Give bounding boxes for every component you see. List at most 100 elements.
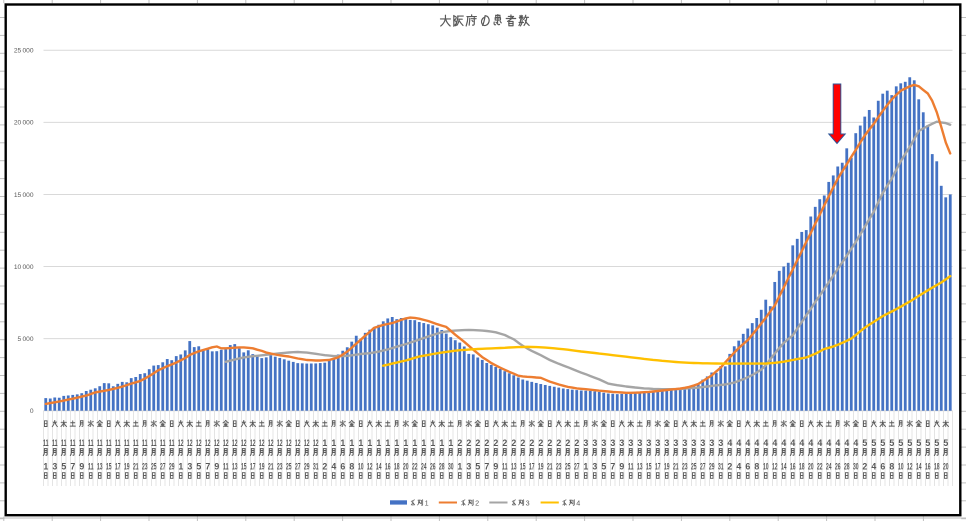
svg-text:12: 12 [205,438,211,448]
svg-text:16: 16 [925,462,931,472]
svg-text:5: 5 [61,462,66,472]
svg-text:25: 25 [691,462,697,472]
svg-text:25: 25 [565,462,571,472]
svg-text:20: 20 [808,462,814,472]
svg-text:11: 11 [628,462,634,472]
svg-text:22: 22 [412,462,418,472]
svg-text:24: 24 [826,462,832,472]
svg-text:23: 23 [682,462,688,472]
svg-text:23: 23 [277,462,283,472]
svg-text:12: 12 [772,462,778,472]
svg-text:5: 5 [907,438,912,448]
svg-text:11: 11 [88,438,94,448]
svg-text:5: 5 [898,438,903,448]
svg-text:2: 2 [322,462,327,472]
svg-text:4: 4 [772,438,777,448]
svg-text:27: 27 [295,462,301,472]
svg-text:30: 30 [853,462,859,472]
svg-text:12: 12 [304,438,310,448]
svg-text:3: 3 [646,438,651,448]
svg-text:20: 20 [403,462,409,472]
svg-text:25 000: 25 000 [14,48,34,55]
svg-text:12: 12 [367,462,373,472]
svg-text:1: 1 [583,462,588,472]
svg-text:15: 15 [520,462,526,472]
svg-text:31: 31 [313,462,319,472]
svg-text:14: 14 [781,462,787,472]
svg-text:26: 26 [835,462,841,472]
svg-text:18: 18 [799,462,805,472]
svg-text:2: 2 [511,438,516,448]
svg-text:3: 3 [187,462,192,472]
svg-text:29: 29 [304,462,310,472]
svg-text:2: 2 [493,438,498,448]
svg-text:3: 3 [601,438,606,448]
svg-text:4: 4 [826,438,831,448]
svg-text:1: 1 [421,438,426,448]
svg-text:10: 10 [763,462,769,472]
svg-text:18: 18 [394,462,400,472]
svg-text:10 000: 10 000 [14,264,34,271]
svg-text:14: 14 [916,462,922,472]
svg-text:4: 4 [736,438,741,448]
svg-text:12: 12 [250,438,256,448]
svg-text:19: 19 [124,462,130,472]
svg-text:1: 1 [457,462,462,472]
svg-text:12: 12 [286,438,292,448]
svg-text:1: 1 [385,438,390,448]
svg-text:12: 12 [907,462,913,472]
svg-text:2: 2 [529,438,534,448]
svg-text:9: 9 [493,462,498,472]
svg-text:2: 2 [457,438,462,448]
svg-text:2: 2 [574,438,579,448]
svg-text:1: 1 [439,438,444,448]
svg-text:1: 1 [425,498,429,507]
svg-text:14: 14 [376,462,382,472]
svg-text:12: 12 [295,438,301,448]
svg-text:1: 1 [358,438,363,448]
svg-text:1: 1 [394,438,399,448]
svg-text:1: 1 [340,438,345,448]
svg-text:1: 1 [376,438,381,448]
svg-text:22: 22 [817,462,823,472]
svg-text:19: 19 [538,462,544,472]
svg-text:9: 9 [79,462,84,472]
svg-text:3: 3 [466,462,471,472]
svg-text:3: 3 [52,462,57,472]
svg-text:0: 0 [30,408,34,415]
svg-text:4: 4 [835,438,840,448]
svg-text:11: 11 [52,438,58,448]
svg-text:7: 7 [70,462,75,472]
svg-text:5: 5 [889,438,894,448]
svg-text:1: 1 [349,438,354,448]
svg-text:7: 7 [484,462,489,472]
svg-text:16: 16 [385,462,391,472]
svg-text:1: 1 [448,438,453,448]
svg-text:29: 29 [709,462,715,472]
svg-text:4: 4 [799,438,804,448]
svg-text:12: 12 [313,438,319,448]
svg-text:3: 3 [664,438,669,448]
svg-text:26: 26 [430,462,436,472]
svg-text:4: 4 [790,438,795,448]
svg-text:7: 7 [205,462,210,472]
svg-text:4: 4 [754,438,759,448]
svg-text:11: 11 [61,438,67,448]
svg-text:15 000: 15 000 [14,192,34,199]
svg-text:4: 4 [727,438,732,448]
svg-text:28: 28 [439,462,445,472]
svg-text:27: 27 [574,462,580,472]
svg-text:7: 7 [610,462,615,472]
svg-text:11: 11 [169,438,175,448]
svg-text:5 000: 5 000 [18,336,34,343]
svg-text:3: 3 [673,438,678,448]
svg-text:2: 2 [520,438,525,448]
svg-text:2: 2 [484,438,489,448]
svg-text:13: 13 [232,462,238,472]
svg-text:17: 17 [250,462,256,472]
svg-text:12: 12 [187,438,193,448]
svg-text:4: 4 [817,438,822,448]
svg-text:21: 21 [268,462,274,472]
svg-text:20: 20 [943,462,949,472]
svg-text:23: 23 [142,462,148,472]
